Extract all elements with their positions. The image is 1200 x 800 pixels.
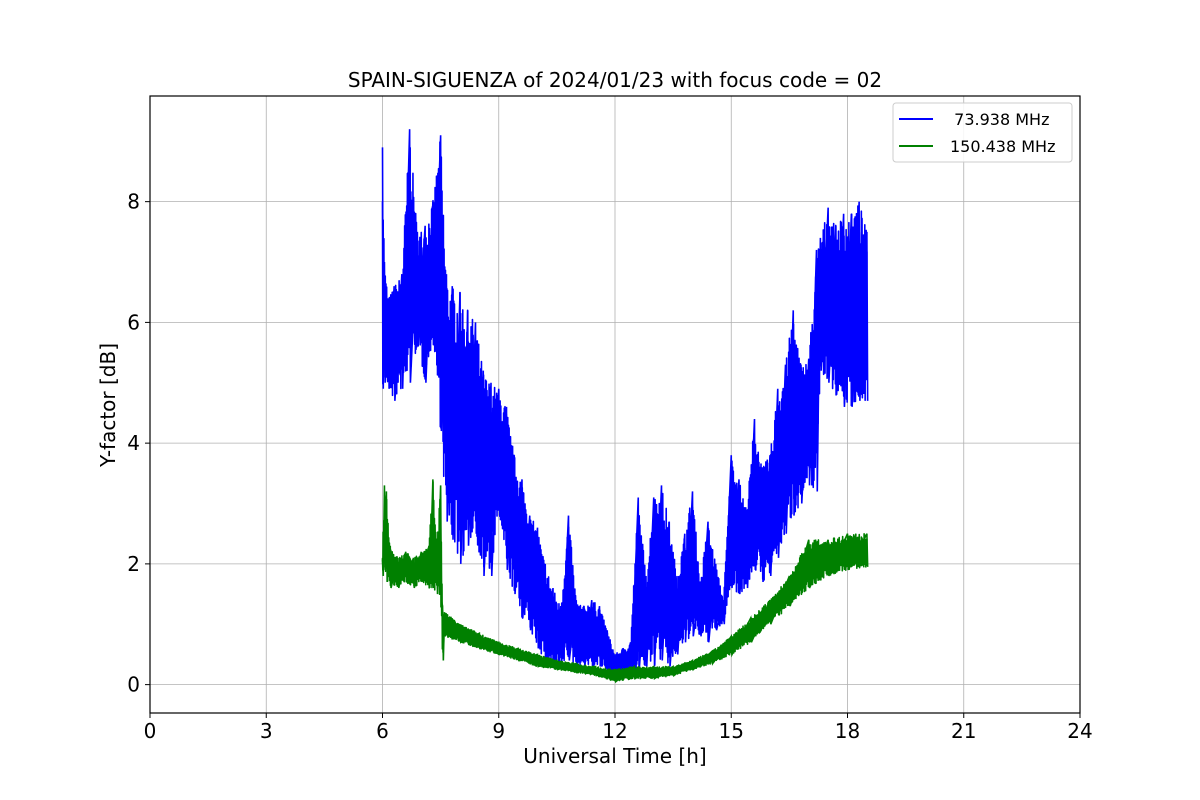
chart-title: SPAIN-SIGUENZA of 2024/01/23 with focus … — [348, 68, 882, 92]
x-axis-label: Universal Time [h] — [523, 744, 706, 768]
legend: 73.938 MHz 150.438 MHz — [892, 102, 1073, 163]
x-tick-label: 3 — [260, 719, 273, 743]
y-axis-ticks: 0 2 4 6 8 — [127, 190, 150, 697]
legend-label-150mhz: 150.438 MHz — [950, 137, 1055, 156]
y-tick-label: 6 — [127, 310, 140, 334]
series-peaks-1 — [381, 479, 869, 684]
x-tick-label: 24 — [1067, 719, 1092, 743]
x-tick-label: 0 — [144, 719, 157, 743]
legend-label-73mhz: 73.938 MHz — [944, 110, 1049, 129]
y-tick-label: 2 — [127, 552, 140, 576]
x-tick-label: 12 — [602, 719, 627, 743]
x-tick-label: 18 — [835, 719, 860, 743]
series-line-1 — [381, 480, 868, 683]
x-tick-label: 21 — [951, 719, 976, 743]
y-tick-label: 0 — [127, 673, 140, 697]
y-tick-label: 8 — [127, 190, 140, 214]
x-tick-label: 6 — [376, 719, 389, 743]
legend-frame — [892, 102, 1073, 163]
series-peaks-0 — [381, 129, 869, 679]
x-axis-ticks: 0 3 6 9 12 15 18 21 24 — [144, 713, 1093, 743]
y-axis-label: Y-factor [dB] — [96, 343, 120, 468]
plot-area — [381, 129, 869, 684]
x-tick-label: 15 — [719, 719, 744, 743]
y-tick-label: 4 — [127, 431, 140, 455]
x-tick-label: 9 — [492, 719, 505, 743]
